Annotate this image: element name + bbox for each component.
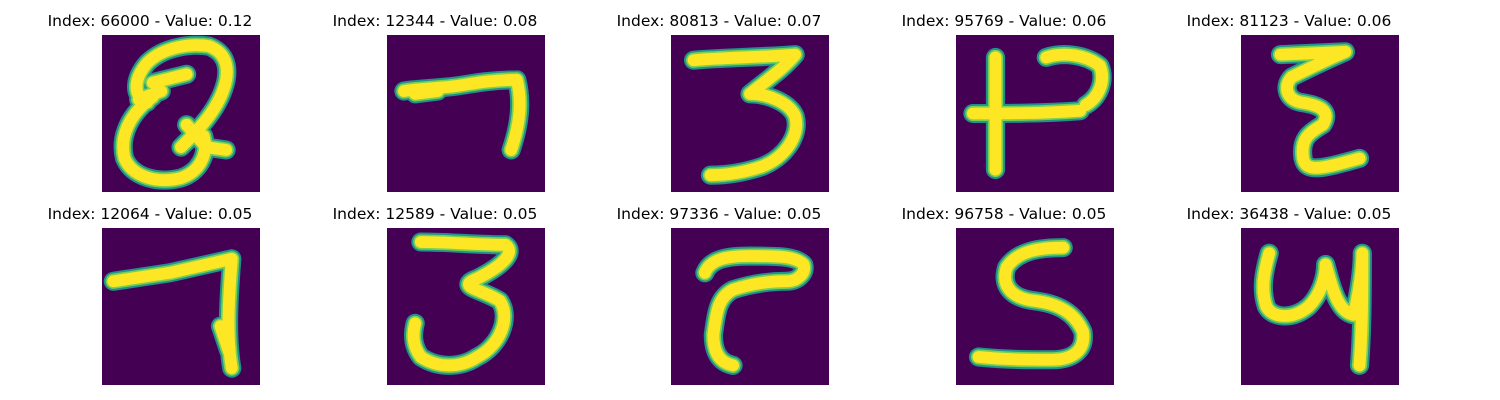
digit-image [671, 35, 829, 192]
digit-image [671, 228, 829, 385]
digit-stroke [107, 252, 238, 375]
digit-stroke [687, 48, 803, 182]
panel-title: Index: 12344 - Value: 0.08 [332, 12, 538, 30]
digit-stroke [1274, 45, 1366, 174]
digit-glyph [695, 246, 814, 375]
digit-panel: Index: 12064 - Value: 0.05 [0, 193, 300, 386]
digit-glyph [394, 70, 530, 160]
digit-stroke [967, 48, 1108, 176]
digit-glyph [103, 249, 242, 378]
digit-glyph [683, 45, 806, 185]
digit-stroke [407, 236, 515, 372]
digit-stroke [972, 241, 1090, 366]
panel-title: Index: 80813 - Value: 0.07 [616, 12, 822, 30]
digit-image [387, 228, 545, 385]
digit-panel: Index: 12344 - Value: 0.08 [285, 0, 585, 193]
panel-title: Index: 12064 - Value: 0.05 [47, 205, 253, 223]
digit-panel: Index: 66000 - Value: 0.12 [0, 0, 300, 193]
digit-image [956, 35, 1114, 192]
panel-title: Index: 66000 - Value: 0.12 [47, 12, 253, 30]
digit-image [102, 228, 260, 385]
digit-glyph [403, 232, 519, 375]
digit-panel: Index: 95769 - Value: 0.06 [854, 0, 1154, 193]
digit-panel: Index: 80813 - Value: 0.07 [569, 0, 869, 193]
digit-glyph [1253, 243, 1372, 375]
digit-glyph [113, 35, 237, 190]
panel-title: Index: 12589 - Value: 0.05 [332, 205, 538, 223]
digit-glyph [1270, 42, 1370, 178]
digit-stroke [398, 73, 526, 156]
panel-title: Index: 81123 - Value: 0.06 [1186, 12, 1392, 30]
digit-image [1241, 228, 1399, 385]
digit-glyph [968, 238, 1093, 370]
digit-panel: Index: 36438 - Value: 0.05 [1139, 193, 1439, 386]
digit-stroke [698, 250, 811, 372]
digit-panel: Index: 97336 - Value: 0.05 [569, 193, 869, 386]
digit-image [1241, 35, 1399, 192]
digit-panel: Index: 81123 - Value: 0.06 [1139, 0, 1439, 193]
digit-glyph [963, 45, 1112, 180]
digit-panel: Index: 12589 - Value: 0.05 [285, 193, 585, 386]
digit-panel: Index: 96758 - Value: 0.05 [854, 193, 1154, 386]
digit-stroke [117, 39, 233, 186]
digit-stroke [1257, 247, 1369, 372]
digit-image [956, 228, 1114, 385]
digit-image [387, 35, 545, 192]
panel-title: Index: 96758 - Value: 0.05 [901, 205, 1107, 223]
digit-image [102, 35, 260, 192]
panel-title: Index: 95769 - Value: 0.06 [901, 12, 1107, 30]
panel-title: Index: 36438 - Value: 0.05 [1186, 205, 1392, 223]
panel-title: Index: 97336 - Value: 0.05 [616, 205, 822, 223]
